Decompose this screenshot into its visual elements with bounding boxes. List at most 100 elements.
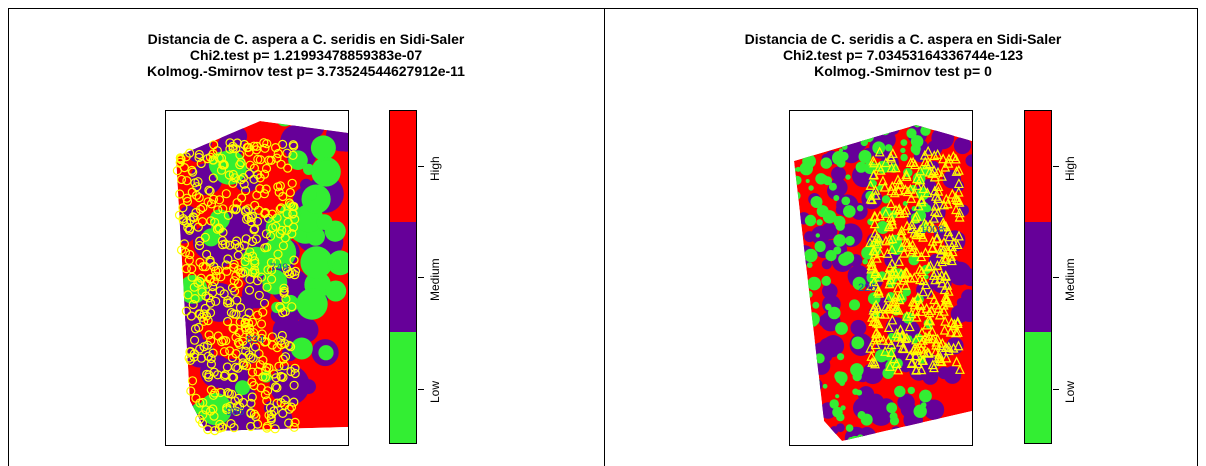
chart-title: Distancia de C. aspera a C. seridis en S… [147, 31, 465, 47]
point-marker [924, 219, 935, 230]
point-marker [253, 154, 263, 164]
point-marker [883, 335, 894, 346]
point-marker [184, 353, 194, 363]
map-cell-low [889, 416, 900, 426]
point-marker [924, 307, 935, 318]
point-marker [880, 157, 891, 168]
point-marker [183, 223, 193, 233]
map-cell-low [315, 160, 337, 182]
map-cell-low [806, 375, 820, 390]
point-marker [248, 353, 258, 363]
chart-titles: Distancia de C. aspera a C. seridis en S… [9, 31, 603, 79]
point-marker [261, 337, 271, 347]
point-marker [944, 153, 954, 164]
map-cell-medium [809, 378, 823, 392]
map-cell-low [862, 258, 868, 265]
point-marker [917, 354, 928, 365]
point-marker [208, 173, 218, 183]
point-marker [900, 184, 911, 195]
map-cell-low [908, 254, 920, 266]
map-cell-low [835, 371, 848, 384]
point-marker [276, 159, 286, 169]
map-annotation-label: 834 [246, 334, 264, 346]
point-marker [253, 169, 263, 180]
map-cell-low [900, 147, 906, 154]
chart-subtitle-chi2: Chi2.test p= 7.03453164336744e-123 [782, 47, 1024, 63]
point-marker [187, 264, 197, 274]
point-marker [932, 232, 943, 243]
point-marker [922, 347, 933, 358]
map-cell-low [852, 276, 866, 290]
point-marker [208, 155, 218, 165]
point-marker [179, 162, 189, 173]
map-cell-low [812, 197, 817, 203]
point-marker [280, 233, 290, 243]
point-marker [280, 352, 291, 362]
map-cell-medium [821, 259, 832, 270]
point-marker [940, 342, 951, 352]
map-cell-medium [831, 166, 846, 182]
point-marker [174, 210, 185, 220]
point-marker [936, 243, 946, 254]
point-marker [200, 303, 210, 314]
point-marker [231, 332, 241, 342]
point-marker [937, 277, 948, 288]
point-marker [953, 164, 964, 175]
point-marker [241, 340, 252, 350]
map-cell-low [800, 435, 812, 441]
point-marker [286, 200, 296, 210]
point-marker [880, 235, 891, 246]
point-marker [249, 256, 260, 266]
map-cell-medium [293, 317, 319, 343]
point-marker [944, 231, 955, 242]
point-marker [918, 286, 929, 297]
point-marker [289, 255, 299, 265]
point-marker [203, 372, 214, 382]
map-cell-low [836, 413, 845, 422]
legend-color-bar: High Medium Low [1024, 110, 1077, 444]
point-marker [913, 200, 924, 211]
point-marker [868, 316, 879, 326]
map-cell-low [816, 219, 823, 226]
map-cell-low [794, 397, 797, 411]
map-cell-low [794, 175, 802, 185]
point-marker [243, 142, 254, 153]
point-marker [240, 186, 251, 196]
point-marker [284, 418, 294, 428]
point-marker [210, 266, 221, 276]
map-cell-medium [272, 315, 303, 346]
point-marker [190, 294, 200, 304]
point-marker [266, 274, 277, 284]
point-marker [891, 268, 901, 279]
legend-tick-low [1053, 389, 1059, 390]
point-marker [953, 195, 964, 206]
point-marker [197, 217, 208, 227]
point-marker [914, 263, 925, 274]
point-marker [916, 194, 927, 205]
legend-segment-low [1025, 332, 1051, 443]
point-marker [213, 331, 223, 341]
point-marker [235, 302, 246, 313]
point-marker [224, 170, 234, 180]
map-cell-low [852, 371, 862, 382]
point-marker [289, 380, 299, 390]
point-marker [894, 294, 905, 305]
map-cell-low [804, 148, 809, 154]
map-cell-low [833, 195, 840, 201]
map-cell-medium [850, 202, 868, 220]
point-marker [252, 216, 263, 227]
point-marker [193, 177, 203, 187]
point-marker [938, 219, 949, 230]
map-cell-medium [916, 111, 924, 118]
point-marker [222, 316, 233, 327]
legend-segment-high [390, 111, 416, 222]
point-marker [289, 397, 299, 407]
point-marker [259, 189, 270, 199]
map-cell-low [860, 130, 872, 142]
map-cell-low [812, 301, 820, 309]
point-marker [246, 421, 256, 432]
point-marker [228, 178, 238, 189]
point-marker [247, 367, 258, 377]
legend-tick-medium [1053, 277, 1059, 278]
map-cell-medium [883, 431, 907, 441]
